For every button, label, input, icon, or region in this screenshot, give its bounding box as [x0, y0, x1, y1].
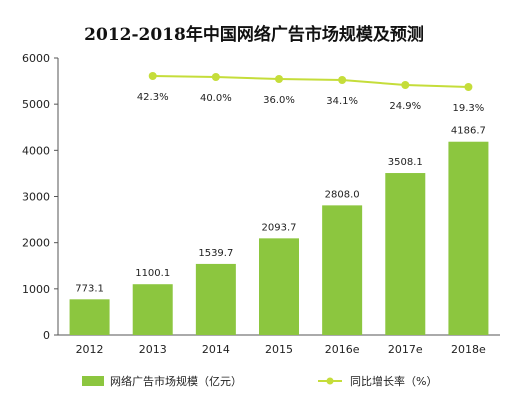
legend-swatch-bars	[82, 376, 104, 386]
growth-point	[464, 83, 473, 91]
axes: 0 1000 2000 3000 4000 5000 6000 2012 2013 2014 201…	[22, 52, 500, 356]
y-tick-label: 3000	[22, 191, 50, 204]
growth-rate-label: 36.0%	[263, 95, 295, 106]
bar-series: 773.1 1100.1 1539.7 2093.7 2808.0 3508.1 4186.…	[69, 126, 489, 335]
legend-label-bars: 网络广告市场规模（亿元）	[110, 374, 242, 388]
growth-point	[338, 76, 347, 84]
growth-rate-label: 34.1%	[326, 96, 358, 107]
bar	[259, 238, 299, 335]
bar	[69, 299, 110, 335]
growth-rate-label: 19.3%	[453, 103, 485, 114]
x-tick-label: 2013	[139, 343, 167, 356]
y-tick-label: 1000	[22, 283, 50, 296]
growth-point	[211, 73, 220, 81]
bar	[132, 284, 173, 335]
legend: 网络广告市场规模（亿元） 同比增长率（%）	[82, 374, 437, 388]
legend-label-line: 同比增长率（%）	[350, 374, 437, 388]
growth-line-series: 42.3% 40.0% 36.0% 34.1% 24.9% 19.3%	[137, 72, 484, 114]
growth-rate-label: 40.0%	[200, 93, 232, 104]
legend-swatch-marker	[326, 377, 334, 385]
y-tick-label: 0	[43, 329, 50, 342]
bar	[448, 141, 489, 335]
bar	[385, 173, 426, 335]
bar-value-label: 1539.7	[198, 248, 233, 259]
bar	[195, 263, 236, 335]
x-tick-label: 2017e	[388, 343, 423, 356]
y-tick-label: 2000	[22, 237, 50, 250]
x-tick-label: 2015	[265, 343, 293, 356]
x-tick-label: 2018e	[451, 343, 486, 356]
bar-value-label: 2808.0	[325, 189, 360, 200]
bar-value-label: 773.1	[75, 283, 104, 294]
growth-point	[148, 72, 157, 80]
bar-value-label: 2093.7	[262, 222, 297, 233]
bar-value-label: 3508.1	[388, 157, 423, 168]
bar-value-label: 1100.1	[135, 268, 170, 279]
growth-rate-label: 24.9%	[389, 101, 421, 112]
x-tick-label: 2016e	[325, 343, 360, 356]
x-tick-label: 2012	[76, 343, 104, 356]
bar-value-label: 4186.7	[451, 126, 486, 137]
x-tick-label: 2014	[202, 343, 230, 356]
growth-point	[275, 75, 283, 83]
growth-point	[401, 81, 410, 89]
y-tick-label: 6000	[22, 52, 50, 65]
y-tick-label: 5000	[22, 98, 50, 111]
growth-rate-label: 42.3%	[137, 92, 169, 103]
growth-line	[152, 75, 469, 88]
bar	[322, 205, 363, 335]
y-tick-label: 4000	[22, 144, 50, 157]
chart-title: 2012-2018年中国网络广告市场规模及预测	[84, 24, 424, 45]
